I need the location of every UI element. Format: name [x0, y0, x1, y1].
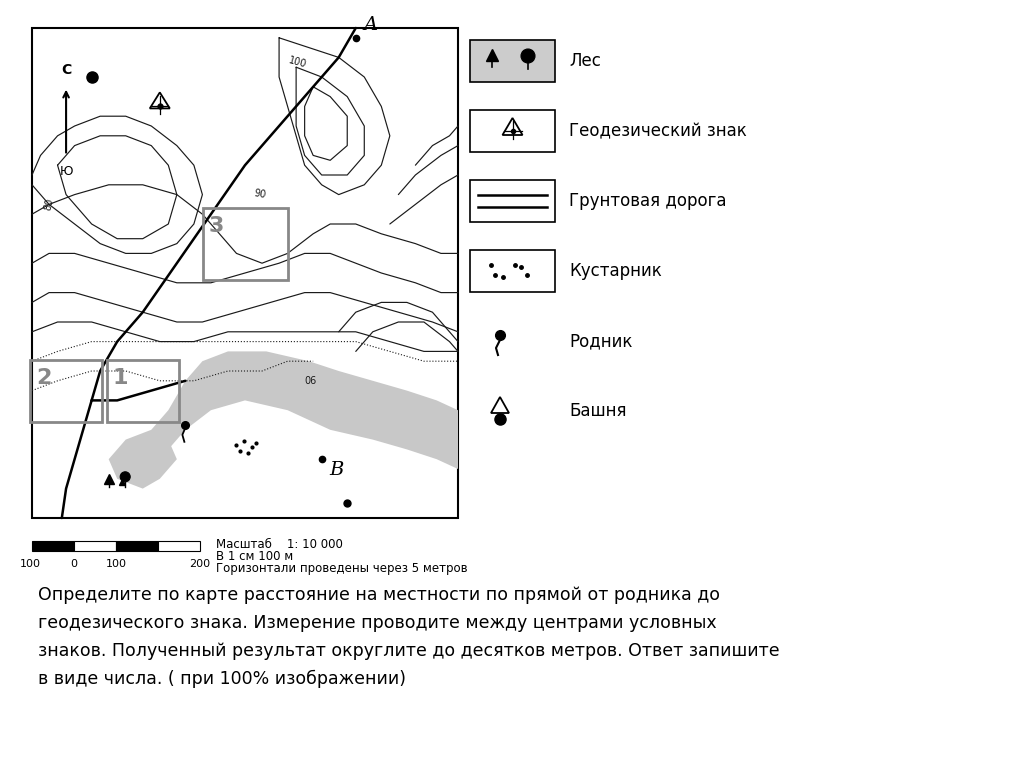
Text: Определите по карте расстояние на местности по прямой от родника до: Определите по карте расстояние на местно… — [38, 586, 720, 604]
Text: A: A — [364, 16, 378, 34]
Text: Лес: Лес — [569, 52, 601, 70]
Text: 2: 2 — [36, 367, 51, 387]
Text: 06: 06 — [305, 376, 316, 386]
Text: знаков. Полученный результат округлите до десятков метров. Ответ запишите: знаков. Полученный результат округлите д… — [38, 642, 779, 660]
Text: Грунтовая дорога: Грунтовая дорога — [569, 192, 726, 210]
Circle shape — [120, 472, 130, 482]
Text: 1: 1 — [113, 367, 128, 387]
Text: В 1 см 100 м: В 1 см 100 м — [216, 550, 293, 563]
Text: Кустарник: Кустарник — [569, 262, 662, 280]
Bar — [470, 250, 555, 292]
Text: 3: 3 — [209, 216, 224, 235]
Text: 0: 0 — [71, 559, 78, 569]
Bar — [470, 40, 555, 82]
Bar — [106, 360, 179, 422]
Polygon shape — [152, 351, 458, 469]
Text: 100: 100 — [19, 559, 41, 569]
Text: 100: 100 — [288, 55, 308, 70]
Text: в виде числа. ( при 100% изображении): в виде числа. ( при 100% изображении) — [38, 670, 406, 688]
Text: Ю: Ю — [59, 166, 73, 179]
Bar — [30, 360, 102, 422]
Bar — [470, 180, 555, 222]
Bar — [74, 541, 116, 551]
Text: 80: 80 — [43, 197, 55, 212]
Text: 200: 200 — [189, 559, 211, 569]
Text: Геодезический знак: Геодезический знак — [569, 122, 746, 140]
Circle shape — [521, 49, 535, 63]
Text: B: B — [330, 461, 344, 479]
Bar — [158, 541, 200, 551]
Bar — [116, 541, 158, 551]
Text: 90: 90 — [254, 189, 267, 201]
Text: Горизонтали проведены через 5 метров: Горизонтали проведены через 5 метров — [216, 562, 468, 575]
Bar — [32, 28, 458, 518]
Text: геодезического знака. Измерение проводите между центрами условных: геодезического знака. Измерение проводит… — [38, 614, 717, 632]
Bar — [32, 541, 74, 551]
Bar — [470, 110, 555, 152]
Text: Масштаб    1: 10 000: Масштаб 1: 10 000 — [216, 538, 343, 551]
Text: Башня: Башня — [569, 402, 627, 420]
Text: С: С — [61, 63, 72, 77]
Bar — [203, 208, 288, 280]
Text: Родник: Родник — [569, 332, 633, 350]
Polygon shape — [109, 430, 177, 489]
Text: 100: 100 — [105, 559, 127, 569]
